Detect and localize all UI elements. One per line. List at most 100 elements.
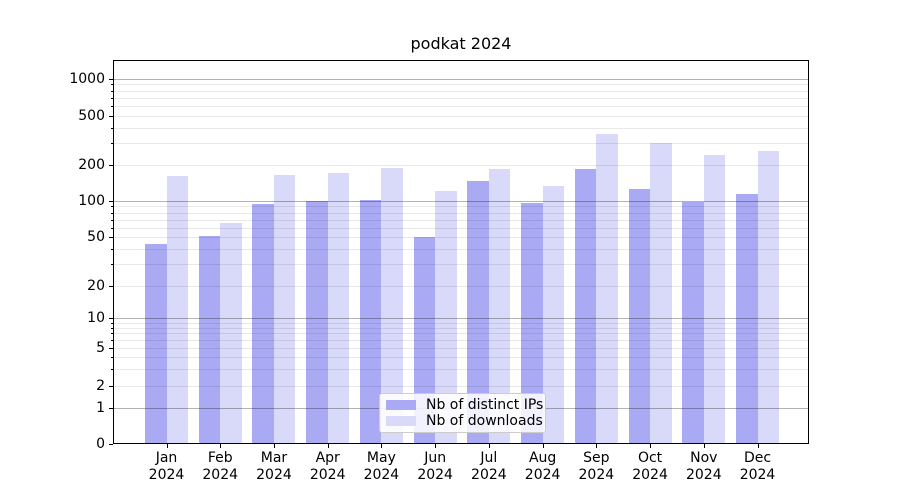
gridline-minor bbox=[114, 286, 808, 287]
gridline-minor bbox=[114, 116, 808, 117]
y-minor-tick-mark bbox=[111, 143, 113, 145]
gridline-minor bbox=[114, 327, 808, 329]
gridline-minor bbox=[114, 206, 808, 208]
y-tick-label: 500 bbox=[78, 108, 105, 124]
x-tick-label: Jun 2024 bbox=[417, 450, 453, 483]
x-tick-label: May 2024 bbox=[363, 450, 400, 483]
bar bbox=[252, 204, 274, 443]
gridline-minor bbox=[114, 348, 808, 349]
x-tick-label: Aug 2024 bbox=[524, 450, 561, 483]
y-tick-label: 1000 bbox=[69, 70, 105, 87]
x-tick-label: Dec 2024 bbox=[739, 450, 776, 483]
x-tick-mark bbox=[273, 444, 275, 448]
y-tick-mark bbox=[109, 116, 113, 117]
x-tick-label: Oct 2024 bbox=[632, 450, 668, 483]
x-tick-mark bbox=[488, 444, 490, 448]
y-tick-mark bbox=[109, 78, 113, 80]
y-minor-tick-mark bbox=[111, 248, 113, 250]
y-minor-tick-mark bbox=[111, 84, 113, 86]
y-tick-label: 2 bbox=[96, 378, 105, 394]
gridline-major bbox=[114, 201, 808, 202]
y-minor-tick-mark bbox=[111, 212, 113, 214]
y-minor-tick-mark bbox=[111, 357, 113, 359]
gridline-minor bbox=[114, 386, 808, 387]
gridline-minor bbox=[114, 237, 808, 238]
gridline-minor bbox=[114, 227, 808, 229]
gridline-major bbox=[114, 318, 808, 319]
y-tick-mark bbox=[109, 444, 113, 445]
x-tick-mark bbox=[220, 444, 222, 448]
bar bbox=[166, 175, 188, 443]
x-tick-mark bbox=[703, 444, 705, 448]
legend-label-downloads: Nb of downloads bbox=[426, 413, 543, 430]
gridline-minor bbox=[114, 219, 808, 221]
gridline-major bbox=[114, 78, 808, 80]
y-tick-mark bbox=[109, 165, 113, 166]
gridline-minor bbox=[114, 143, 808, 145]
y-tick-label: 200 bbox=[78, 157, 105, 173]
y-tick-label: 20 bbox=[87, 278, 105, 294]
x-tick-label: Feb 2024 bbox=[202, 450, 239, 483]
bar bbox=[467, 180, 489, 443]
y-tick-mark bbox=[109, 386, 113, 387]
bar bbox=[413, 237, 436, 443]
y-minor-tick-mark bbox=[111, 340, 113, 342]
y-minor-tick-mark bbox=[111, 90, 113, 92]
y-minor-tick-mark bbox=[111, 327, 113, 329]
y-tick-mark bbox=[109, 408, 113, 409]
bar bbox=[596, 134, 618, 443]
x-tick-mark bbox=[327, 444, 329, 448]
y-tick-mark bbox=[109, 237, 113, 238]
chart-title: podkat 2024 bbox=[410, 34, 512, 53]
y-tick-mark bbox=[109, 348, 113, 349]
bar bbox=[220, 222, 242, 443]
x-tick-mark bbox=[435, 444, 437, 448]
bar bbox=[703, 155, 726, 443]
y-minor-tick-mark bbox=[111, 333, 113, 335]
y-tick-label: 5 bbox=[96, 340, 105, 356]
gridline-minor bbox=[114, 264, 808, 266]
y-tick-mark bbox=[109, 318, 113, 319]
x-tick-label: Nov 2024 bbox=[685, 450, 722, 483]
x-tick-mark bbox=[381, 444, 383, 448]
legend-entry-distinct-ips: Nb of distinct IPs bbox=[386, 397, 543, 413]
bar bbox=[650, 143, 672, 443]
y-minor-tick-mark bbox=[111, 322, 113, 324]
x-tick-mark bbox=[650, 444, 652, 448]
x-tick-label: Jan 2024 bbox=[148, 450, 185, 483]
legend-entry-downloads: Nb of downloads bbox=[386, 413, 543, 429]
bar bbox=[327, 172, 350, 443]
bar bbox=[145, 243, 167, 443]
x-tick-label: Sep 2024 bbox=[578, 450, 615, 483]
legend: Nb of distinct IPs Nb of downloads bbox=[379, 393, 546, 433]
gridline-minor bbox=[114, 165, 808, 166]
x-tick-mark bbox=[757, 444, 759, 448]
y-minor-tick-mark bbox=[111, 369, 113, 371]
y-minor-tick-mark bbox=[111, 127, 113, 129]
gridline-minor bbox=[114, 248, 808, 250]
y-tick-label: 50 bbox=[87, 229, 105, 245]
gridline-minor bbox=[114, 106, 808, 108]
bar bbox=[628, 189, 651, 443]
gridline-minor bbox=[114, 127, 808, 129]
gridline-minor bbox=[114, 84, 808, 86]
x-tick-label: Jul 2024 bbox=[471, 450, 507, 483]
legend-swatch-distinct-ips bbox=[386, 399, 416, 410]
bar bbox=[306, 201, 328, 443]
legend-label-distinct-ips: Nb of distinct IPs bbox=[426, 396, 544, 413]
x-tick-mark bbox=[166, 444, 168, 448]
y-minor-tick-mark bbox=[111, 97, 113, 99]
legend-swatch-downloads bbox=[386, 416, 416, 427]
x-tick-label: Mar 2024 bbox=[256, 450, 292, 483]
x-tick-mark bbox=[596, 444, 598, 448]
y-tick-label: 1 bbox=[96, 400, 105, 416]
y-minor-tick-mark bbox=[111, 206, 113, 208]
gridline-minor bbox=[114, 322, 808, 324]
bar bbox=[435, 191, 457, 443]
y-tick-label: 10 bbox=[87, 310, 105, 326]
x-tick-mark bbox=[542, 444, 544, 448]
plot-area: Nb of distinct IPs Nb of downloads bbox=[113, 60, 809, 444]
bar bbox=[381, 167, 403, 443]
y-tick-mark bbox=[109, 201, 113, 202]
